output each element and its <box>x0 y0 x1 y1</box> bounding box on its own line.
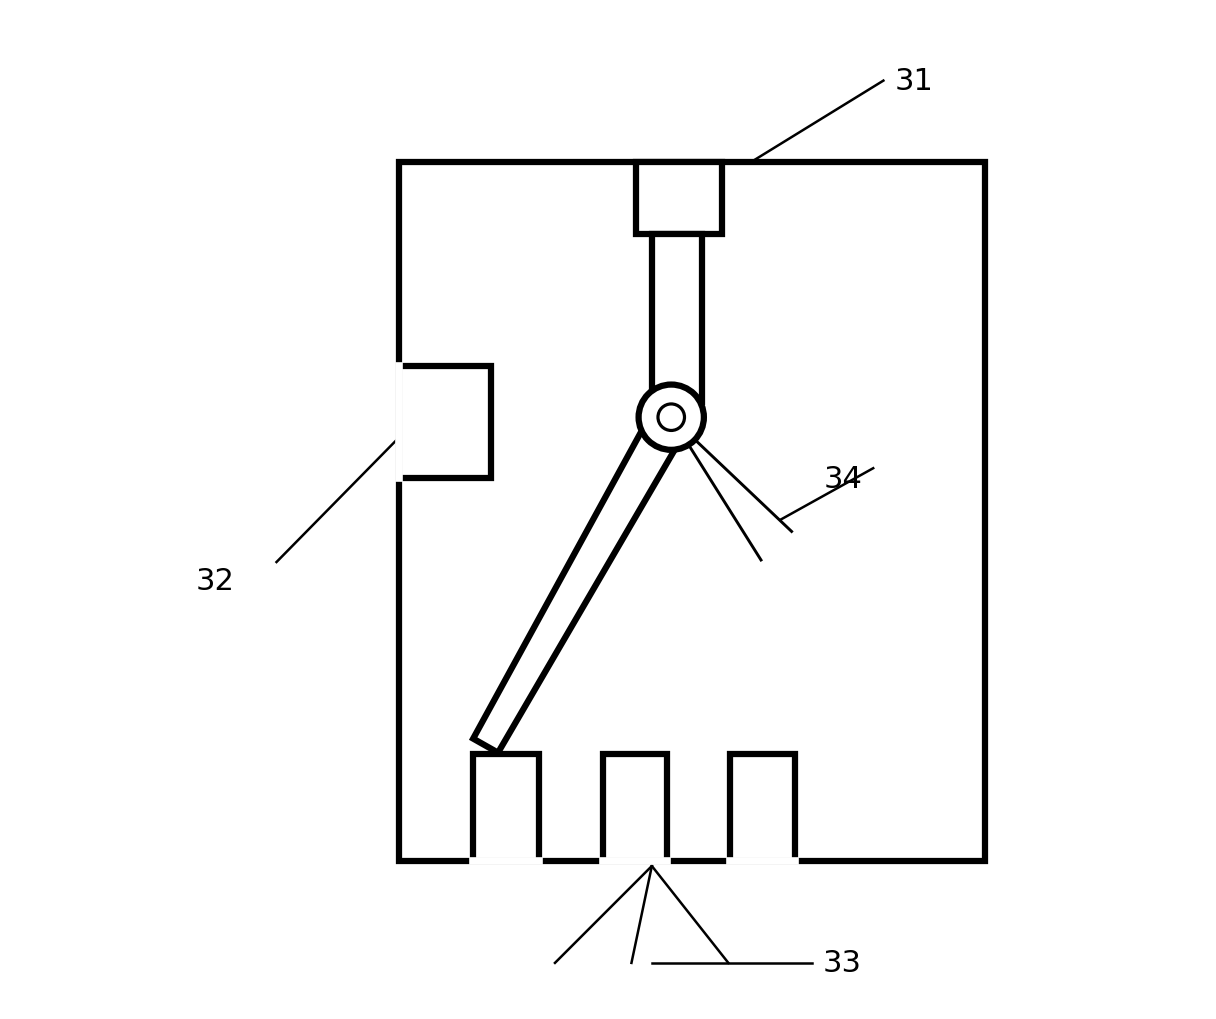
Bar <box>731 754 795 861</box>
Text: 31: 31 <box>895 67 934 96</box>
Text: 33: 33 <box>823 949 862 977</box>
Text: 34: 34 <box>823 465 862 493</box>
Bar <box>652 234 702 403</box>
Polygon shape <box>473 409 688 753</box>
Bar <box>636 163 722 234</box>
Circle shape <box>658 405 685 431</box>
Circle shape <box>638 385 704 450</box>
Text: 32: 32 <box>196 567 235 595</box>
Bar <box>473 754 539 861</box>
Bar <box>399 367 491 479</box>
Bar <box>603 754 668 861</box>
Bar <box>399 163 985 861</box>
